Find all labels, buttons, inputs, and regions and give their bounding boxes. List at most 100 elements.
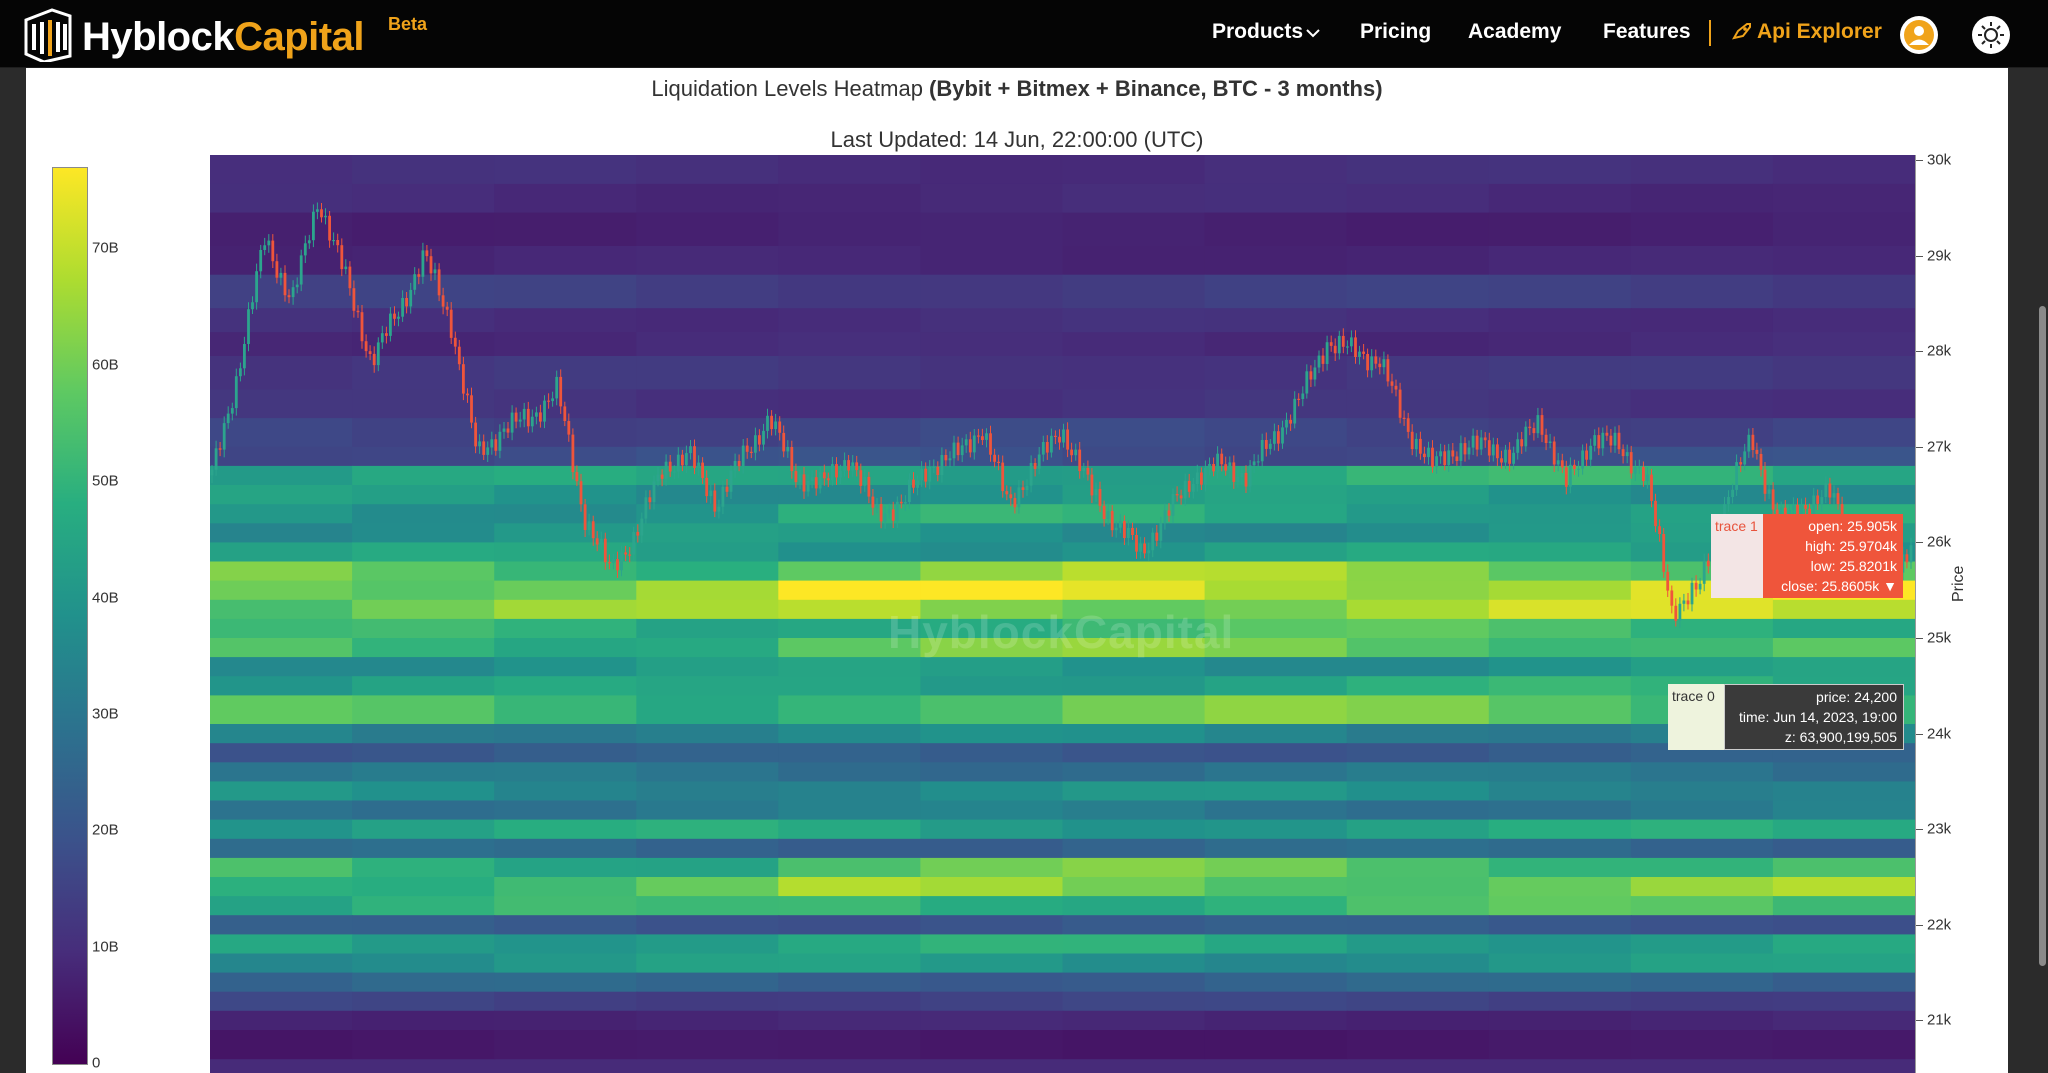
candle-body[interactable]: [1536, 415, 1540, 434]
candle-body[interactable]: [1281, 427, 1284, 444]
candle-body[interactable]: [628, 554, 632, 556]
candle-body[interactable]: [977, 435, 980, 437]
candle-body[interactable]: [1836, 493, 1840, 505]
candle-body[interactable]: [1475, 435, 1479, 450]
candle-body[interactable]: [1346, 346, 1349, 348]
candle-body[interactable]: [575, 472, 579, 482]
candle-body[interactable]: [1378, 363, 1382, 368]
candle-body[interactable]: [1516, 439, 1520, 453]
candle-body[interactable]: [320, 209, 323, 218]
candle-body[interactable]: [693, 446, 696, 468]
candle-body[interactable]: [263, 245, 267, 250]
candle-body[interactable]: [867, 476, 871, 497]
candle-body[interactable]: [1763, 469, 1767, 494]
candle-body[interactable]: [774, 421, 777, 430]
candle-body[interactable]: [425, 250, 429, 257]
candle-body[interactable]: [1569, 464, 1572, 487]
candle-body[interactable]: [1212, 464, 1215, 472]
candle-body[interactable]: [1613, 432, 1617, 446]
candle-body[interactable]: [478, 441, 481, 447]
candle-body[interactable]: [972, 435, 976, 453]
candle-body[interactable]: [360, 312, 364, 342]
candle-body[interactable]: [1402, 417, 1406, 419]
candle-body[interactable]: [364, 341, 368, 352]
candle-body[interactable]: [1102, 505, 1106, 519]
candle-body[interactable]: [506, 428, 510, 433]
candle-body[interactable]: [1609, 435, 1613, 446]
candle-body[interactable]: [316, 209, 319, 212]
candle-body[interactable]: [1021, 487, 1025, 490]
candle-body[interactable]: [389, 313, 392, 336]
candle-body[interactable]: [895, 501, 899, 521]
candle-body[interactable]: [1252, 461, 1256, 466]
candle-body[interactable]: [851, 462, 855, 471]
candle-body[interactable]: [1617, 432, 1621, 450]
candle-body[interactable]: [603, 538, 607, 563]
candle-body[interactable]: [1070, 449, 1073, 456]
candle-body[interactable]: [794, 471, 798, 483]
candle-body[interactable]: [1909, 545, 1913, 563]
candle-body[interactable]: [1236, 477, 1240, 482]
candle-body[interactable]: [1114, 527, 1118, 531]
candle-body[interactable]: [1751, 434, 1755, 450]
candle-body[interactable]: [344, 266, 348, 270]
candle-body[interactable]: [981, 436, 984, 440]
candle-body[interactable]: [1670, 590, 1674, 606]
candle-body[interactable]: [1285, 419, 1288, 428]
candle-body[interactable]: [1054, 435, 1057, 437]
candle-body[interactable]: [1544, 434, 1548, 443]
candle-body[interactable]: [904, 502, 907, 504]
candle-body[interactable]: [1240, 472, 1244, 477]
candle-body[interactable]: [1171, 494, 1175, 516]
candle-body[interactable]: [466, 393, 469, 396]
candle-body[interactable]: [916, 480, 919, 488]
candle-body[interactable]: [1654, 500, 1657, 527]
candle-body[interactable]: [948, 458, 952, 461]
candle-body[interactable]: [1001, 462, 1005, 492]
candle-body[interactable]: [1435, 456, 1438, 467]
candle-body[interactable]: [482, 441, 486, 455]
candle-body[interactable]: [648, 497, 652, 503]
candle-body[interactable]: [839, 470, 842, 478]
candle-body[interactable]: [1783, 507, 1787, 520]
candle-body[interactable]: [1127, 528, 1130, 538]
candle-body[interactable]: [368, 351, 372, 354]
candle-body[interactable]: [1045, 442, 1049, 453]
candle-body[interactable]: [307, 240, 311, 244]
candle-body[interactable]: [1792, 504, 1795, 510]
candle-body[interactable]: [1305, 371, 1309, 394]
candle-body[interactable]: [1110, 511, 1114, 531]
candle-body[interactable]: [1358, 351, 1361, 357]
candle-body[interactable]: [1646, 474, 1649, 482]
candle-body[interactable]: [1398, 389, 1402, 418]
candle-body[interactable]: [1423, 453, 1426, 458]
candle-body[interactable]: [1062, 429, 1065, 443]
candle-body[interactable]: [1370, 356, 1374, 371]
candle-body[interactable]: [620, 552, 623, 571]
candle-body[interactable]: [1131, 528, 1134, 535]
candle-body[interactable]: [1564, 467, 1568, 487]
candle-body[interactable]: [1439, 451, 1442, 457]
candle-body[interactable]: [762, 430, 765, 445]
candle-body[interactable]: [218, 448, 222, 450]
candle-body[interactable]: [1796, 504, 1799, 520]
candle-body[interactable]: [1406, 418, 1410, 432]
candle-body[interactable]: [445, 306, 449, 310]
candle-body[interactable]: [1650, 474, 1653, 501]
candle-body[interactable]: [599, 538, 603, 545]
candle-body[interactable]: [340, 245, 344, 270]
candle-body[interactable]: [267, 240, 271, 246]
candle-body[interactable]: [709, 490, 713, 497]
user-avatar-button[interactable]: [1900, 16, 1938, 54]
candle-body[interactable]: [1033, 463, 1037, 469]
candle-body[interactable]: [587, 521, 591, 530]
candle-body[interactable]: [421, 250, 425, 277]
candle-body[interactable]: [462, 364, 465, 394]
candle-body[interactable]: [758, 435, 761, 445]
candle-body[interactable]: [1601, 432, 1605, 449]
candle-body[interactable]: [1159, 523, 1163, 541]
candle-body[interactable]: [664, 461, 668, 479]
candle-body[interactable]: [393, 313, 396, 319]
candle-body[interactable]: [595, 538, 599, 545]
candle-body[interactable]: [214, 448, 218, 470]
